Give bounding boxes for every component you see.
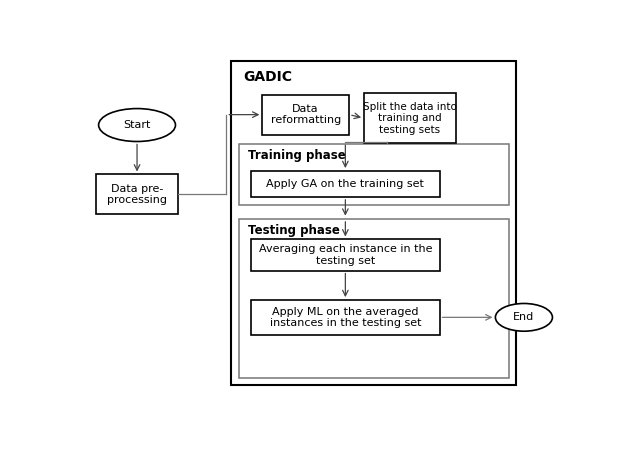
Text: Averaging each instance in the
testing set: Averaging each instance in the testing s…	[259, 244, 432, 266]
Text: Start: Start	[124, 120, 151, 130]
Text: Split the data into
training and
testing sets: Split the data into training and testing…	[363, 102, 457, 135]
Bar	[262, 94, 349, 135]
Text: Testing phase: Testing phase	[248, 224, 340, 237]
Bar	[239, 219, 509, 378]
Text: Data pre-
processing: Data pre- processing	[107, 184, 167, 205]
Bar	[251, 171, 440, 197]
Text: End: End	[513, 312, 534, 322]
Ellipse shape	[99, 108, 175, 141]
Text: GADIC: GADIC	[244, 70, 292, 84]
Text: Data
reformatting: Data reformatting	[271, 104, 341, 126]
Bar	[251, 300, 440, 335]
Bar	[96, 175, 178, 214]
Bar	[364, 93, 456, 143]
Text: Apply ML on the averaged
instances in the testing set: Apply ML on the averaged instances in th…	[269, 306, 421, 328]
Text: Training phase: Training phase	[248, 149, 346, 162]
Text: Apply GA on the training set: Apply GA on the training set	[266, 179, 424, 189]
Bar	[231, 61, 516, 385]
Bar	[251, 239, 440, 270]
Ellipse shape	[495, 303, 552, 331]
Bar	[239, 144, 509, 205]
